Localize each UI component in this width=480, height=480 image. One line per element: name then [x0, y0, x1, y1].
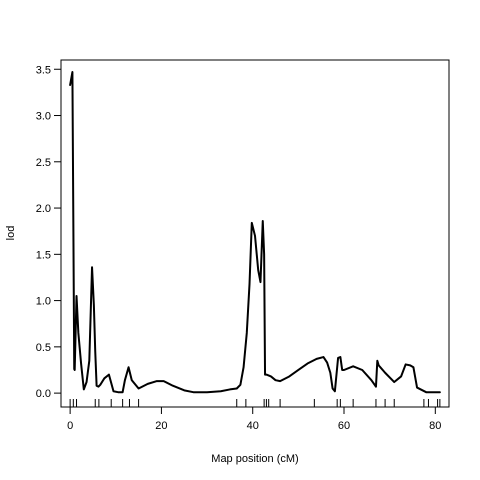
x-tick-label: 40 [247, 420, 259, 432]
lod-curve [69, 71, 441, 394]
y-tick-label: 3.5 [36, 64, 51, 76]
x-tick-label: 0 [67, 420, 73, 432]
marker-rug [69, 399, 441, 407]
y-tick-label: 3.0 [36, 111, 51, 123]
x-tick-label: 20 [155, 420, 167, 432]
y-tick-label: 2.0 [36, 203, 51, 215]
y-tick-label: 1.0 [36, 296, 51, 308]
x-axis-title: Map position (cM) [211, 453, 298, 465]
x-axis: 0 20 40 60 80 [67, 407, 441, 432]
x-tick-label: 60 [338, 420, 350, 432]
y-tick-label: 1.5 [36, 249, 51, 261]
y-tick-label: 2.5 [36, 157, 51, 169]
y-axis-title: lod [5, 226, 17, 241]
y-tick-label: 0.0 [36, 388, 51, 400]
y-axis: 0.0 0.5 1.0 1.5 2.0 2.5 3.0 3.5 [36, 64, 61, 400]
x-tick-label: 80 [429, 420, 441, 432]
plot-frame [60, 59, 450, 408]
y-tick-label: 0.5 [36, 342, 51, 354]
